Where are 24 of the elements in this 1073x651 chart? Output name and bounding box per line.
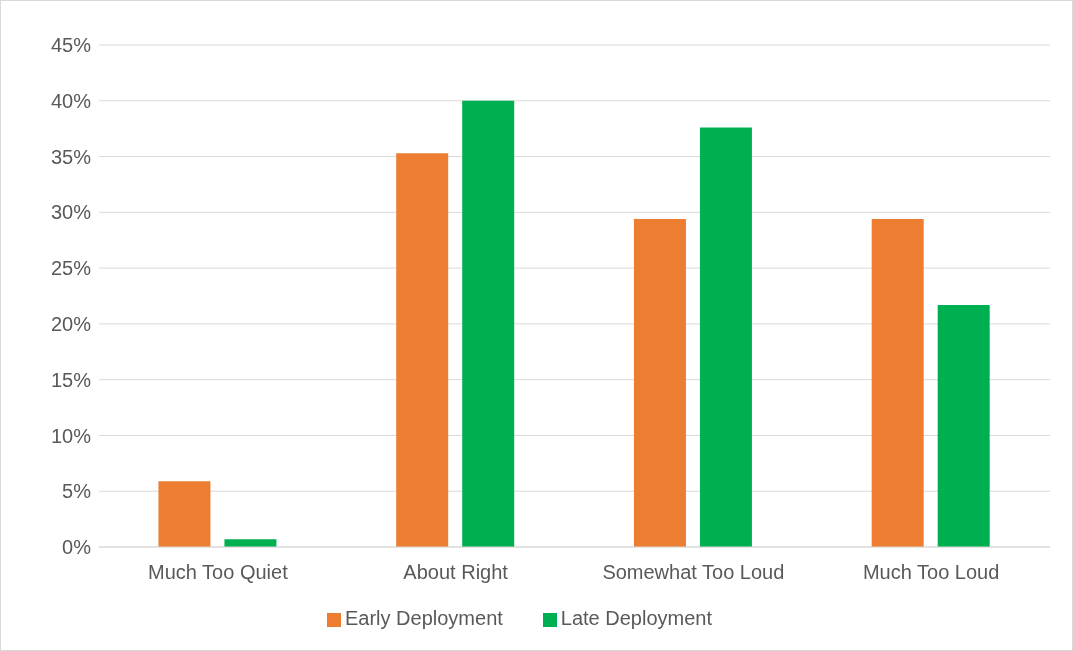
bar [158, 481, 211, 547]
y-tick-label: 45% [50, 34, 92, 57]
y-tick-label: 15% [50, 368, 92, 391]
bar [633, 219, 686, 547]
y-tick-label: 35% [50, 145, 92, 168]
bar [224, 539, 277, 547]
y-tick-label: 10% [50, 424, 92, 447]
bar [396, 153, 449, 547]
y-tick-label: 5% [62, 480, 92, 503]
y-tick-label: 25% [50, 257, 92, 280]
x-tick-label: Much Too Quiet [148, 561, 289, 584]
bar [937, 304, 990, 547]
y-tick-label: 30% [50, 201, 92, 224]
x-tick-label: Much Too Loud [862, 561, 1000, 584]
bar [699, 127, 752, 547]
y-tick-label: 0% [62, 536, 92, 559]
bar [871, 219, 924, 547]
x-tick-label: Somewhat Too Loud [602, 561, 785, 584]
y-tick-label: 40% [50, 89, 92, 112]
bar [462, 100, 515, 547]
y-tick-label: 20% [50, 312, 92, 335]
legend-label: Late Deployment [560, 607, 713, 629]
x-tick-label: About Right [403, 561, 509, 584]
legend-label: Early Deployment [344, 607, 503, 629]
